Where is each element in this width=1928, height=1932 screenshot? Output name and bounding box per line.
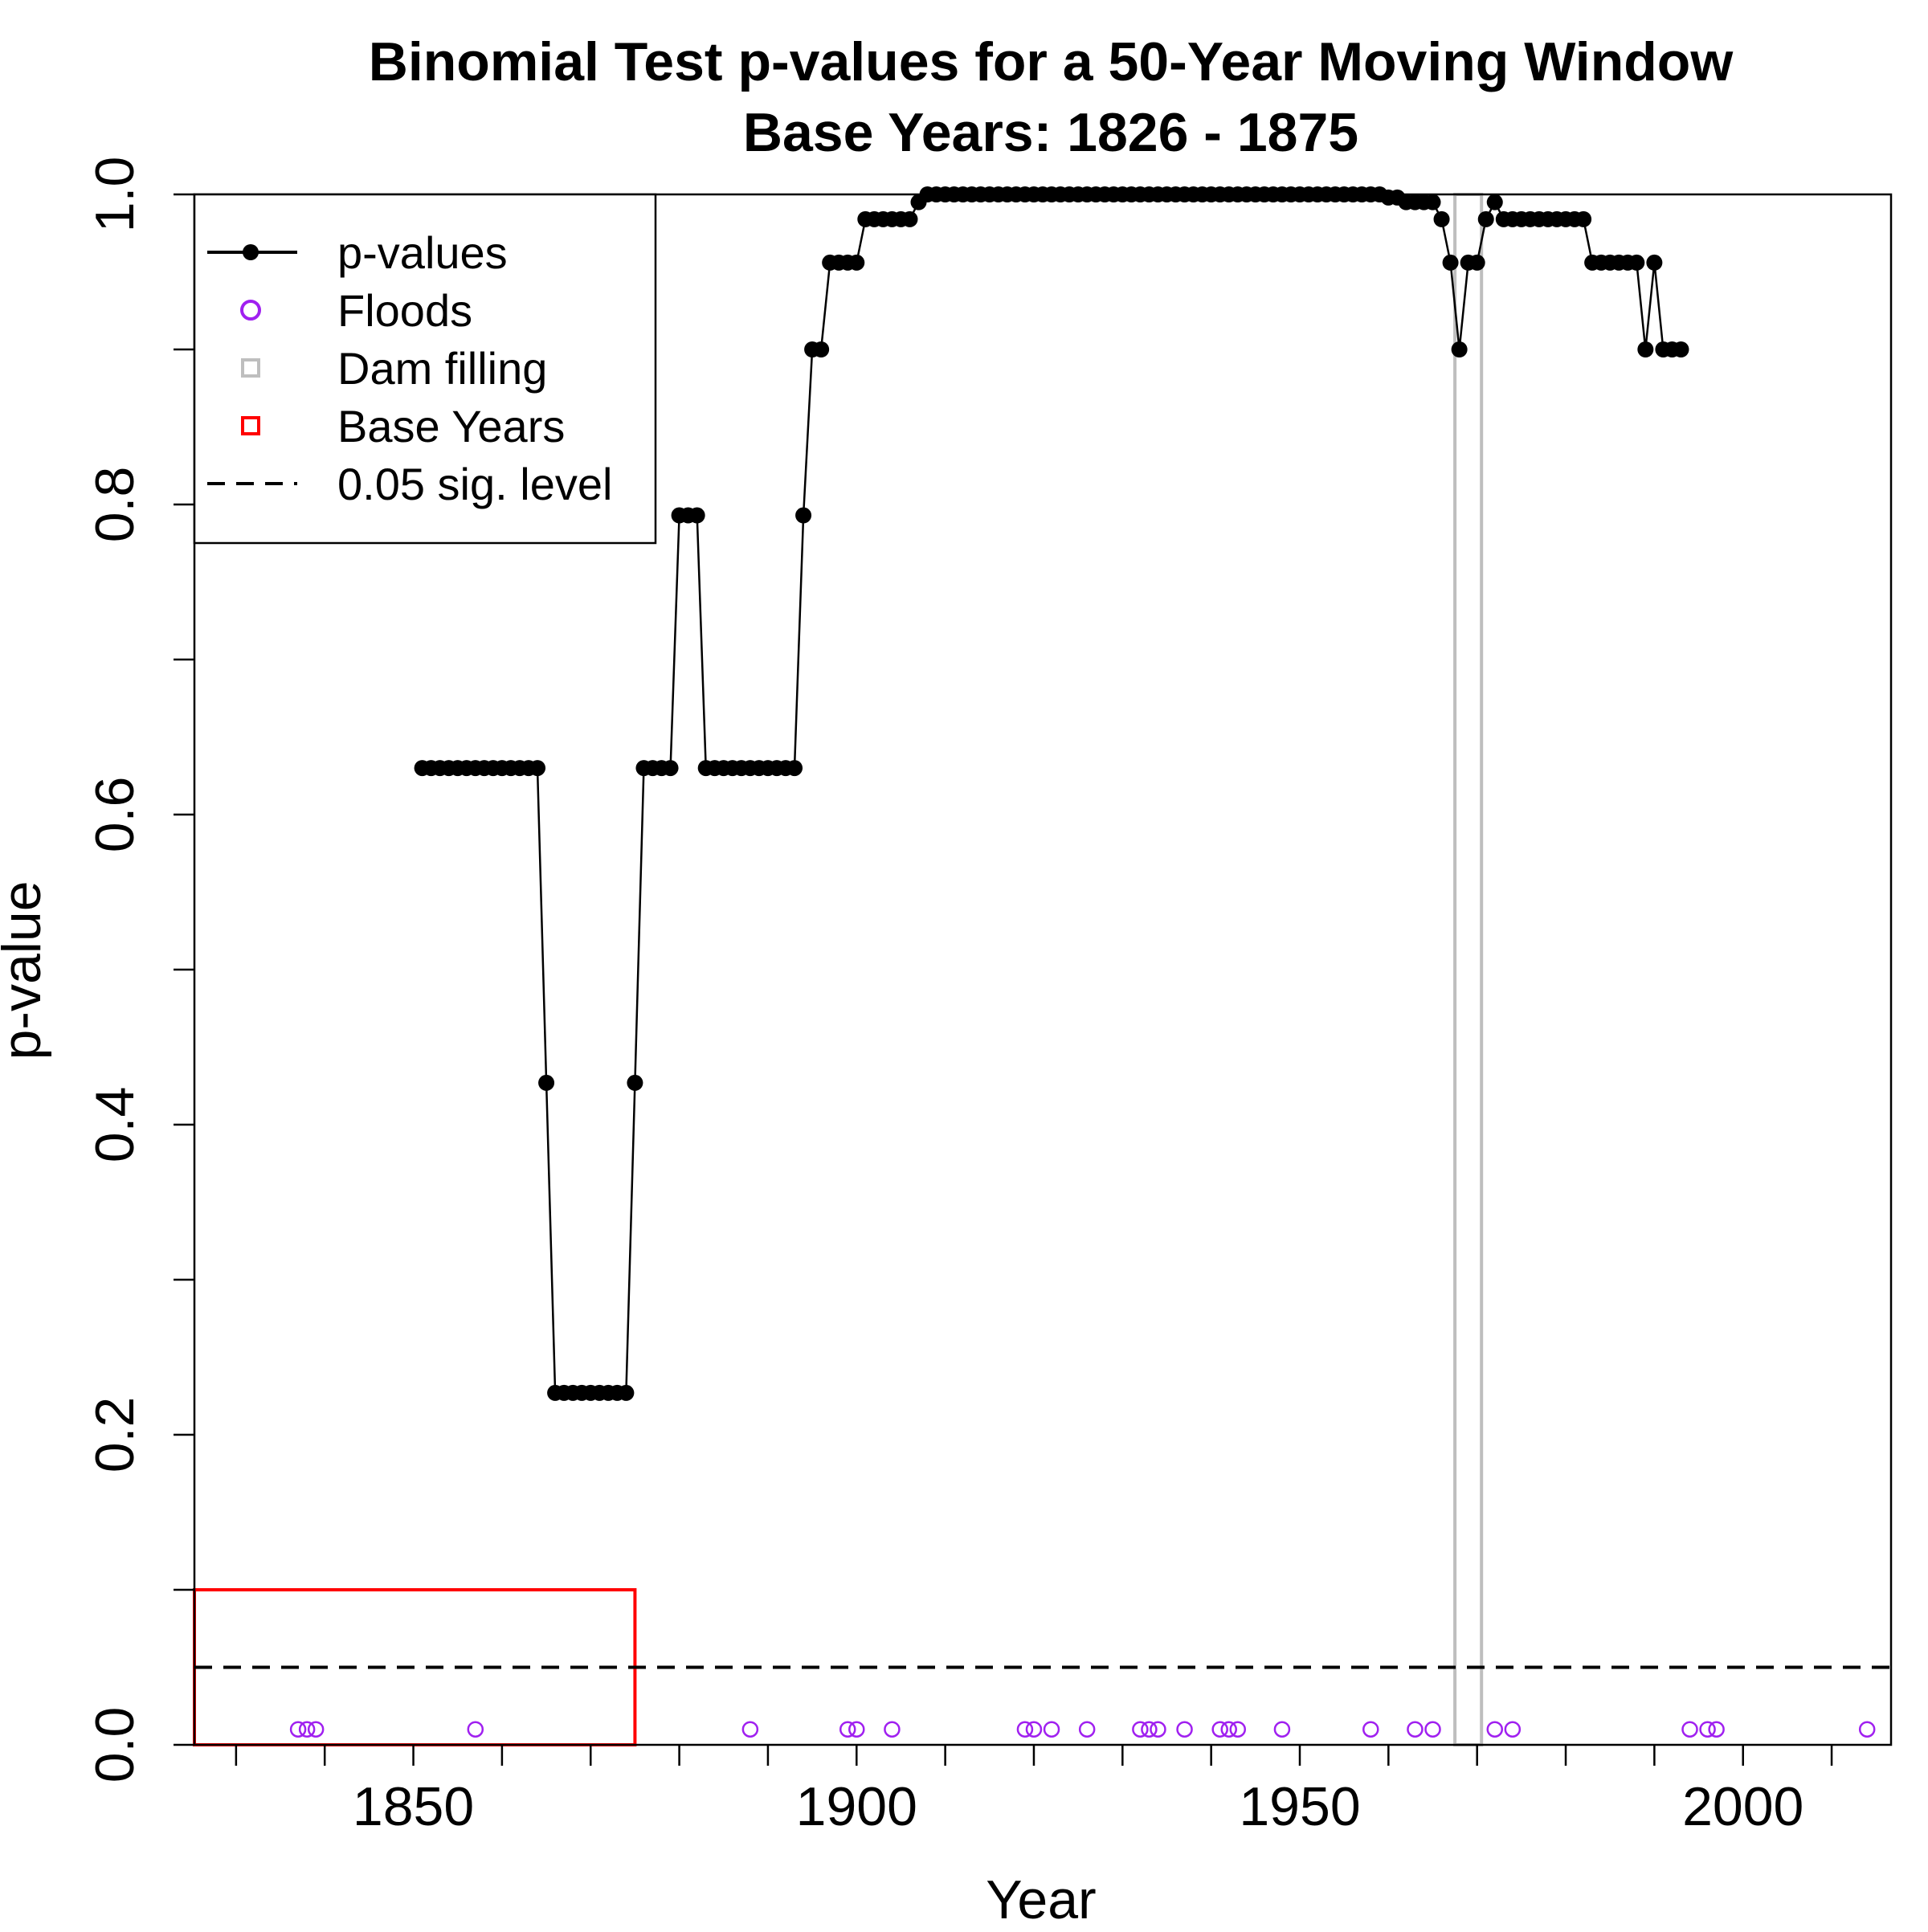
flood-point xyxy=(1486,1721,1504,1738)
legend-dam-label: Dam filling xyxy=(337,343,547,394)
flood-point xyxy=(307,1721,325,1738)
pvalue-point xyxy=(538,1074,555,1091)
chart-title: Binomial Test p-values for a 50-Year Mov… xyxy=(369,31,1734,92)
flood-point xyxy=(1043,1721,1060,1738)
pvalue-point xyxy=(662,760,679,777)
flood-point xyxy=(1229,1721,1247,1738)
pvalue-point xyxy=(1628,254,1645,271)
pvalue-point xyxy=(1575,210,1592,227)
flood-point xyxy=(1681,1721,1698,1738)
flood-point xyxy=(1220,1721,1237,1738)
flood-point xyxy=(1407,1721,1424,1738)
x-axis-label: Year xyxy=(986,1869,1096,1928)
y-tick-label: 0.6 xyxy=(84,777,145,853)
flood-point xyxy=(1016,1721,1034,1738)
flood-point xyxy=(1708,1721,1725,1738)
flood-point xyxy=(839,1721,856,1738)
flood-point xyxy=(1078,1721,1096,1738)
y-tick-label: 1.0 xyxy=(84,157,145,233)
flood-point xyxy=(884,1721,901,1738)
pvalue-point xyxy=(795,507,812,524)
flood-point xyxy=(1176,1721,1193,1738)
pvalue-point xyxy=(529,760,546,777)
flood-point xyxy=(1699,1721,1716,1738)
legend-dam-marker xyxy=(241,358,260,378)
flood-point xyxy=(298,1721,316,1738)
pvalue-point xyxy=(813,341,830,357)
pvalue-point xyxy=(848,254,865,271)
legend-sig-label: 0.05 sig. level xyxy=(337,459,612,509)
y-axis-label: p-value xyxy=(0,880,52,1060)
pvalue-point xyxy=(901,210,918,227)
flood-layer xyxy=(289,1721,1876,1738)
flood-point xyxy=(741,1721,759,1738)
x-axis: 1850 1900 1950 2000 xyxy=(235,1745,1833,1837)
flood-point xyxy=(289,1721,307,1738)
legend-pvalues-label: p-values xyxy=(337,227,508,278)
x-tick-label: 2000 xyxy=(1682,1776,1803,1837)
flood-point xyxy=(1362,1721,1379,1738)
pvalue-point xyxy=(1468,254,1485,271)
flood-point xyxy=(848,1721,865,1738)
y-axis: 0.0 0.2 0.4 0.6 0.8 1.0 xyxy=(84,157,194,1783)
legend-base-marker xyxy=(241,416,260,435)
legend-pvalues-marker xyxy=(243,244,259,260)
flood-point xyxy=(1273,1721,1291,1738)
pvalue-point xyxy=(786,760,803,777)
pvalue-point xyxy=(1424,194,1441,210)
flood-point xyxy=(1141,1721,1158,1738)
pvalue-point xyxy=(1451,341,1468,357)
x-tick-label: 1850 xyxy=(353,1776,474,1837)
flood-point xyxy=(1150,1721,1166,1738)
flood-point xyxy=(1211,1721,1228,1738)
x-tick-label: 1900 xyxy=(796,1776,917,1837)
pvalue-point xyxy=(688,507,705,524)
legend: p-values Floods Dam filling Base Years 0… xyxy=(193,193,657,545)
pvalue-point xyxy=(1646,254,1663,271)
pvalue-point xyxy=(618,1384,635,1401)
flood-point xyxy=(1025,1721,1043,1738)
legend-base-label: Base Years xyxy=(337,401,565,451)
pvalue-point xyxy=(1637,341,1654,357)
flood-point xyxy=(1132,1721,1149,1738)
pvalue-point xyxy=(1673,341,1689,357)
x-tick-label: 1950 xyxy=(1239,1776,1360,1837)
pvalue-point xyxy=(1477,210,1494,227)
y-tick-label: 0.4 xyxy=(84,1087,145,1163)
flood-point xyxy=(467,1721,484,1738)
dam-filling-rect xyxy=(1453,193,1484,1746)
flood-point xyxy=(1424,1721,1441,1738)
pvalue-point xyxy=(1433,210,1450,227)
legend-floods-marker xyxy=(240,300,261,321)
flood-point xyxy=(1858,1721,1876,1738)
chart-subtitle: Base Years: 1826 - 1875 xyxy=(743,102,1358,163)
y-tick-label: 0.0 xyxy=(84,1707,145,1783)
flood-point xyxy=(1504,1721,1522,1738)
pvalue-point xyxy=(1486,194,1503,210)
pvalue-point xyxy=(1442,254,1459,271)
y-tick-label: 0.8 xyxy=(84,467,145,543)
y-tick-label: 0.2 xyxy=(84,1397,145,1473)
pvalue-point xyxy=(627,1074,643,1091)
legend-floods-label: Floods xyxy=(337,285,472,336)
